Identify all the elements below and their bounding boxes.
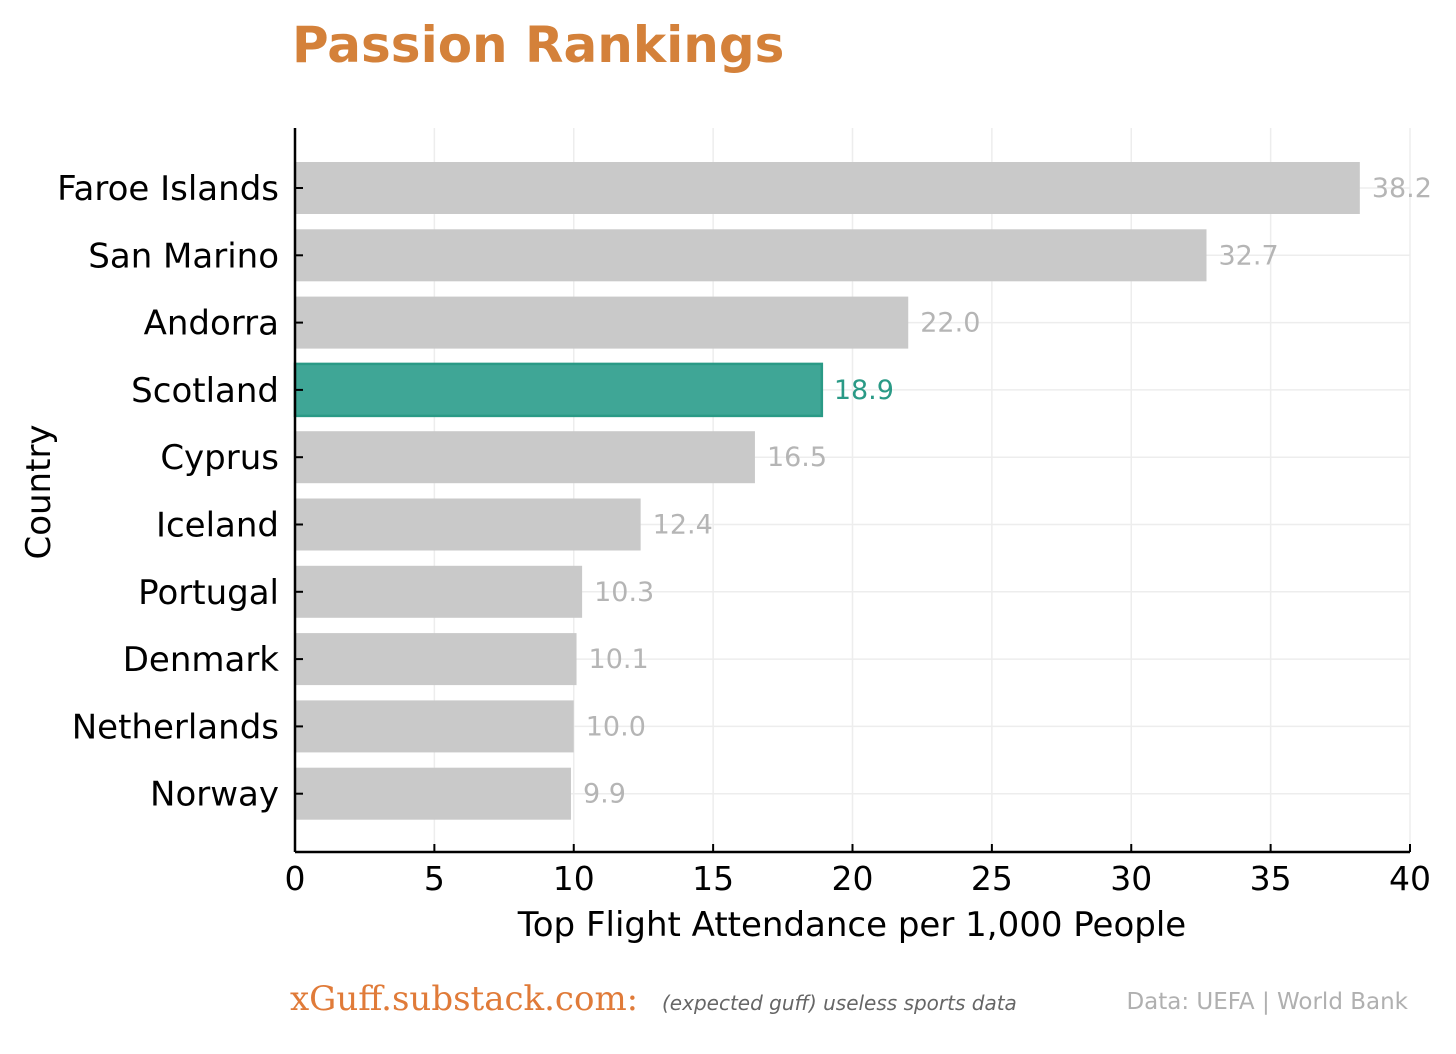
bars: 38.2 32.7 22.0 18.9 16.5 12.4 10.3 10.1 10.0 9.9	[293, 162, 1432, 820]
footer-tagline: (expected guff) useless sports data	[662, 991, 1017, 1015]
y-tick-label: Norway	[150, 775, 279, 815]
bar-value-label: 16.5	[767, 442, 827, 473]
bar-value-label: 10.3	[594, 577, 654, 608]
y-tick-label: Scotland	[131, 371, 279, 411]
x-tick-label: 15	[692, 859, 734, 898]
bar-value-label: 22.0	[920, 308, 980, 339]
x-tick-label: 5	[424, 859, 445, 898]
bar-value-label: 10.0	[586, 711, 646, 742]
bar-value-label: 32.7	[1219, 240, 1279, 271]
footer-brand: xGuff.substack.com:	[290, 979, 638, 1019]
axes: Faroe Islands San Marino Andorra Scotland Cy…	[57, 128, 1431, 898]
y-axis-label: Country	[19, 424, 59, 559]
x-tick-label: 10	[553, 859, 595, 898]
x-tick-label: 40	[1389, 859, 1431, 898]
x-tick-label: 0	[285, 859, 306, 898]
bar	[295, 229, 1207, 282]
bar	[295, 565, 583, 618]
bar-value-label: 10.1	[589, 644, 649, 675]
y-tick-label: Portugal	[138, 573, 279, 613]
y-tick-label: Andorra	[144, 304, 279, 344]
bar	[295, 767, 571, 820]
y-tick-label: Iceland	[156, 506, 279, 546]
bar-value-label: 12.4	[653, 510, 713, 541]
bar	[295, 162, 1360, 214]
y-tick-label: Faroe Islands	[57, 169, 279, 209]
y-tick-label: San Marino	[88, 236, 279, 276]
bar	[295, 498, 641, 551]
bar-value-label: 9.9	[583, 779, 626, 810]
chart-title: Passion Rankings	[292, 16, 784, 74]
y-tick-label: Cyprus	[160, 438, 279, 478]
x-tick-label: 35	[1250, 859, 1292, 898]
bar	[295, 296, 909, 349]
x-tick-label: 30	[1110, 859, 1152, 898]
bar	[295, 700, 574, 753]
bar-value-label: 38.2	[1372, 173, 1432, 204]
y-tick-label: Denmark	[123, 640, 280, 680]
bar	[295, 633, 577, 686]
x-tick-label: 20	[832, 859, 874, 898]
footer-source: Data: UEFA | World Bank	[1126, 989, 1408, 1015]
x-axis-label: Top Flight Attendance per 1,000 People	[517, 905, 1186, 945]
y-tick-label: Netherlands	[72, 707, 279, 747]
bar-highlight	[293, 362, 824, 418]
bar	[295, 431, 755, 484]
bar-value-label: 18.9	[834, 375, 894, 406]
x-tick-label: 25	[971, 859, 1013, 898]
